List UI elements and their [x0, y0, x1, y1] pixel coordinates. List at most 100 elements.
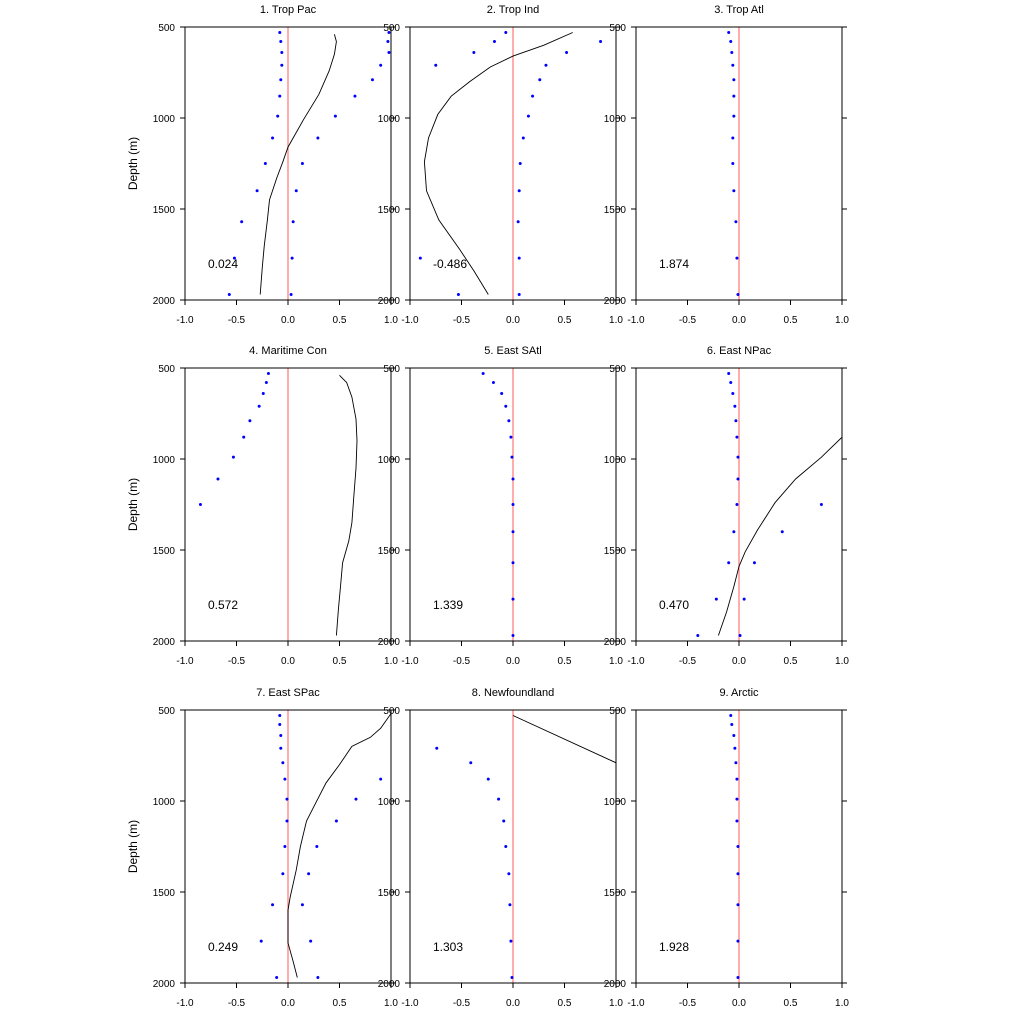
data-point [281, 761, 285, 765]
data-point [248, 419, 252, 423]
data-point [387, 30, 391, 34]
data-point [281, 872, 285, 876]
data-point [257, 404, 261, 408]
data-point [279, 78, 283, 82]
y-axis-label: Depth (m) [126, 478, 140, 531]
x-tick-label: 1.0 [835, 315, 849, 326]
data-point [734, 761, 738, 765]
data-point [510, 976, 514, 980]
data-point [279, 40, 283, 44]
plot-area [729, 710, 740, 983]
x-tick-label: 1.0 [609, 998, 623, 1009]
data-point [736, 976, 740, 980]
y-tick-label: 1000 [153, 455, 176, 466]
x-tick-label: -1.0 [176, 315, 194, 326]
y-tick-label: 500 [609, 706, 626, 717]
data-point [518, 162, 522, 165]
y-tick-label: 2000 [378, 979, 401, 990]
data-point [227, 293, 231, 297]
data-point [263, 162, 267, 165]
y-tick-label: 1000 [378, 114, 401, 125]
data-point [732, 733, 736, 737]
x-tick-label: 0.5 [784, 998, 798, 1009]
data-point [285, 797, 289, 801]
y-tick-label: 2000 [153, 979, 176, 990]
data-point [334, 819, 338, 823]
x-tick-label: 1.0 [835, 998, 849, 1009]
data-point [733, 404, 737, 408]
data-point [511, 530, 515, 534]
x-tick-label: 0.5 [558, 656, 572, 667]
x-tick-label: 0.0 [506, 656, 520, 667]
y-tick-label: 1500 [153, 546, 176, 557]
profile-line [287, 713, 391, 978]
data-point [255, 189, 259, 193]
data-point [353, 94, 357, 98]
x-tick-label: 1.0 [384, 315, 398, 326]
x-tick-label: -0.5 [228, 998, 246, 1009]
x-tick-label: -1.0 [401, 998, 419, 1009]
y-tick-label: 1000 [604, 797, 627, 808]
data-point [531, 94, 535, 98]
y-tick-label: 1500 [153, 205, 176, 216]
data-point [379, 63, 383, 67]
data-point [732, 189, 736, 193]
data-point [486, 777, 490, 781]
x-tick-label: 0.5 [333, 315, 347, 326]
data-point [290, 256, 294, 260]
data-point [264, 381, 268, 385]
x-tick-label: 0.0 [506, 315, 520, 326]
data-point [316, 136, 320, 140]
data-point [278, 30, 282, 34]
data-point [565, 50, 569, 54]
data-point [266, 371, 270, 375]
x-tick-label: 1.0 [609, 315, 623, 326]
y-tick-label: 1500 [378, 205, 401, 216]
data-point [521, 136, 525, 140]
data-point [315, 845, 319, 848]
data-point [333, 114, 337, 118]
data-point [354, 797, 358, 801]
plot-area [259, 710, 391, 983]
x-tick-label: 0.0 [732, 315, 746, 326]
data-point [731, 136, 735, 140]
data-point [276, 114, 280, 118]
panel-annotation: 1.874 [659, 257, 689, 271]
data-point [736, 477, 740, 481]
data-point [714, 597, 718, 601]
panel-annotation: 0.249 [208, 940, 238, 954]
y-tick-label: 1000 [604, 114, 627, 125]
data-point [509, 435, 513, 439]
x-tick-label: -0.5 [679, 656, 697, 667]
data-point [727, 371, 731, 375]
data-point [481, 371, 485, 375]
panel-title: 8. Newfoundland [472, 687, 555, 699]
panel-title: 9. Arctic [719, 687, 759, 699]
x-tick-label: -0.5 [679, 315, 697, 326]
x-tick-label: 0.0 [281, 998, 295, 1009]
data-point [731, 391, 735, 395]
data-point [735, 256, 739, 260]
profile-line [423, 32, 573, 295]
data-point [280, 50, 284, 54]
y-tick-label: 1000 [153, 797, 176, 808]
data-point [307, 872, 311, 876]
data-point [418, 256, 422, 260]
data-point [508, 903, 512, 907]
x-tick-label: -0.5 [453, 315, 471, 326]
x-tick-label: -1.0 [176, 656, 194, 667]
data-point [511, 561, 515, 565]
panel-title: 7. East SPac [256, 687, 320, 699]
data-point [231, 455, 235, 459]
data-point [216, 477, 220, 481]
data-point [734, 419, 738, 423]
data-point [435, 746, 439, 750]
x-tick-label: 0.5 [784, 656, 798, 667]
data-point [509, 939, 513, 943]
data-point [517, 189, 521, 193]
y-tick-label: 500 [158, 364, 175, 375]
data-point [289, 293, 293, 297]
data-point [734, 220, 738, 224]
